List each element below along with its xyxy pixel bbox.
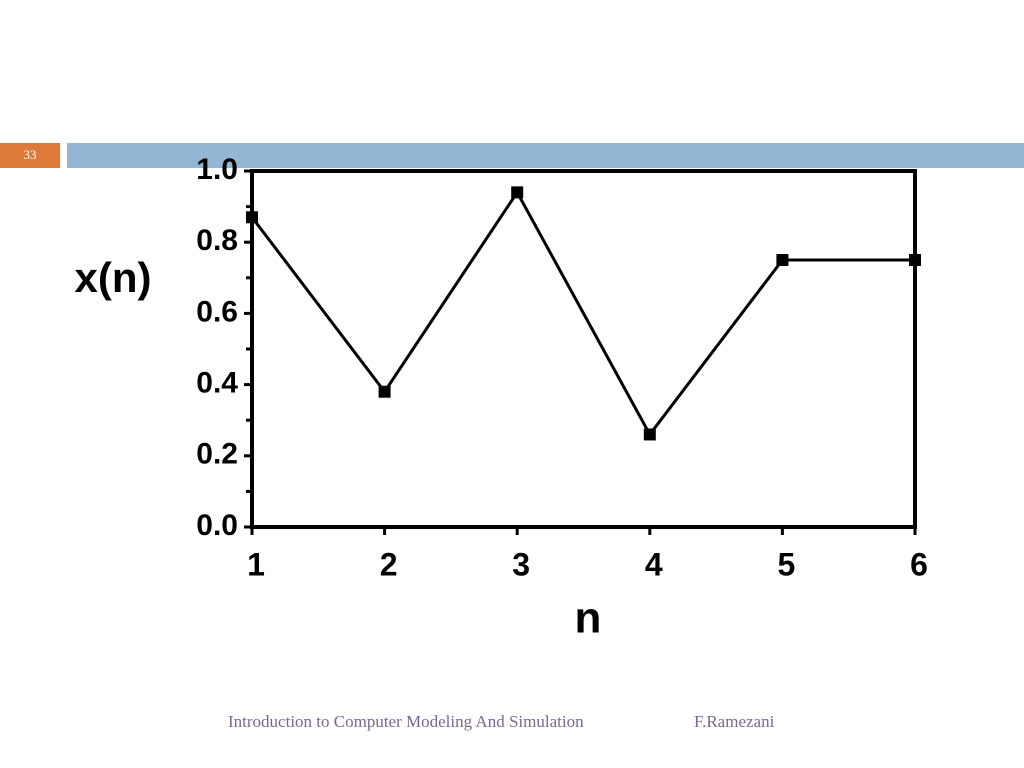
marker — [909, 254, 921, 266]
series-line — [250, 189, 915, 438]
marker — [246, 211, 258, 224]
y-tick-label: 0.6 — [196, 295, 238, 328]
footer: Introduction to Computer Modeling And Si… — [228, 712, 584, 731]
y-axis-label: x(n) — [75, 254, 152, 301]
header-bar — [67, 143, 1024, 168]
marker — [511, 186, 524, 199]
x-tick-label: 6 — [910, 546, 928, 582]
y-tick-label: 0.2 — [196, 438, 238, 471]
author: F.Ramezani — [694, 712, 775, 731]
x-tick-label: 4 — [645, 546, 663, 582]
marker — [776, 254, 789, 266]
x-tick-label: 1 — [247, 546, 265, 582]
marker — [378, 385, 391, 398]
x-tick-label: 5 — [778, 546, 796, 582]
slide-number: 33 — [24, 147, 37, 162]
x-axis-label: n — [575, 594, 602, 643]
x-tick-label: 2 — [380, 546, 398, 582]
y-tick-label: 0.0 — [196, 509, 238, 542]
slide-number-box — [0, 143, 60, 168]
y-tick-label: 0.4 — [196, 367, 238, 400]
marker — [643, 428, 656, 441]
y-tick-label: 0.8 — [196, 224, 238, 257]
x-tick-label: 3 — [512, 546, 530, 582]
y-tick-label: 1.0 — [196, 153, 238, 186]
